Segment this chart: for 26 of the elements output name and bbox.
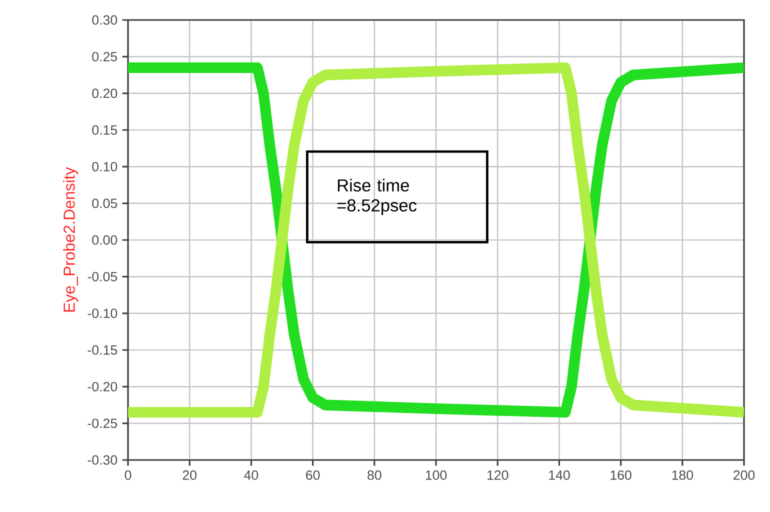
y-tick-label: 0.05 [92, 198, 118, 208]
x-tick-label: 180 [672, 470, 694, 480]
y-tick-label: 0.30 [92, 15, 118, 25]
x-tick-label: 0 [124, 470, 132, 480]
x-tick-label: 200 [734, 470, 755, 480]
y-tick-label: -0.20 [88, 382, 118, 392]
y-tick-label: -0.10 [88, 308, 118, 318]
x-tick-label: 160 [610, 470, 632, 480]
x-tick-label: 100 [426, 470, 447, 480]
y-tick-label: 0.10 [92, 162, 118, 172]
y-tick-label: -0.15 [88, 345, 118, 355]
x-tick-label: 80 [368, 470, 382, 480]
y-tick-label: -0.30 [88, 455, 118, 465]
annotation: Rise time =8.52psec [337, 178, 417, 215]
x-tick-label: 140 [549, 470, 570, 480]
y-tick-label: 0.25 [92, 52, 118, 62]
x-tick-label: 120 [488, 470, 508, 480]
y-tick-label: -0.05 [88, 272, 118, 282]
y-tick-label: -0.25 [88, 418, 118, 428]
y-axis-title: Eye_Probe2.Density [63, 167, 78, 312]
y-tick-label: 0.15 [92, 125, 118, 135]
x-tick-label: 20 [182, 470, 197, 480]
x-tick-label: 60 [306, 470, 320, 480]
y-tick-label: 0.20 [92, 88, 118, 98]
x-tick-label: 40 [244, 470, 258, 480]
y-tick-label: 0.00 [92, 235, 118, 245]
